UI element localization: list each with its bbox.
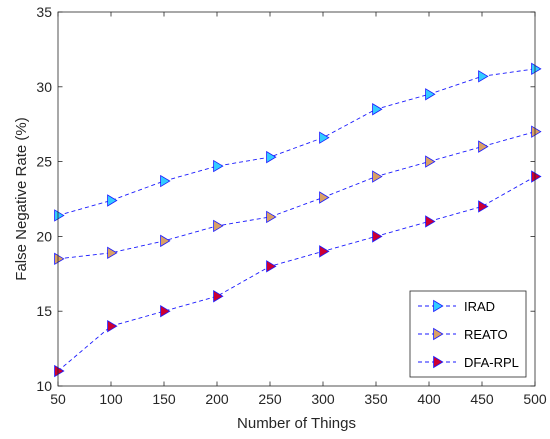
data-point-2-8 [478,200,489,213]
legend-box [409,290,527,378]
data-point-1-6 [372,170,383,183]
data-point-1-7 [425,155,436,168]
data-point-0-8 [478,70,489,83]
data-point-2-6 [372,230,383,243]
x-tick-label-6: 350 [364,391,388,407]
data-point-0-3 [213,159,224,173]
data-point-1-8 [478,140,489,153]
data-point-2-3 [213,290,224,303]
data-point-2-9 [531,170,542,183]
y-tick-label-2: 20 [36,228,52,244]
data-point-1-1 [107,246,118,260]
data-point-2-0 [54,364,65,378]
data-point-2-7 [425,215,436,228]
data-point-2-5 [319,245,330,258]
data-point-0-0 [54,209,65,222]
data-point-2-1 [107,319,118,333]
x-tick-label-5: 300 [311,391,335,407]
series-line-0 [57,68,536,216]
x-tick-label-2: 150 [152,391,176,407]
x-tick-label-8: 450 [470,391,494,407]
series-line-1 [57,131,536,260]
y-axis-title: False Negative Rate (%) [13,117,30,280]
data-point-1-3 [213,219,224,233]
y-tick-label-4: 30 [36,79,52,95]
x-tick-label-1: 100 [99,391,123,407]
data-point-2-4 [266,260,277,273]
axes-box [57,11,536,387]
legend: IRAD REATO DFA-RPL [409,290,527,378]
data-point-1-0 [54,252,65,266]
legend-marker-1 [433,327,444,341]
data-point-1-9 [531,125,542,138]
x-tick-label-7: 400 [417,391,441,407]
y-tick-label-0: 10 [36,378,52,394]
series-layer [54,62,542,378]
data-point-0-5 [319,131,330,144]
data-point-2-2 [160,304,171,318]
x-tick-label-3: 200 [205,391,229,407]
y-tick-label-3: 25 [36,154,52,170]
data-point-0-6 [372,103,383,116]
data-point-0-9 [531,62,542,76]
legend-marker-2 [433,355,444,369]
legend-label-1: REATO [464,327,508,342]
series-line-2 [57,176,536,372]
legend-marker-0 [433,299,444,313]
legend-label-0: IRAD [464,299,495,314]
y-tick-label-1: 15 [36,303,52,319]
data-point-1-2 [160,234,171,248]
data-point-0-1 [107,194,118,207]
data-point-1-4 [266,210,277,224]
data-point-0-2 [160,174,171,188]
data-point-1-5 [319,191,330,204]
data-point-0-7 [425,88,436,101]
y-tick-label-5: 35 [36,4,52,20]
axes-layer: 50 100 150 200 250 300 350 400 450 500 10 15 20 25 30 3… [36,4,546,407]
x-axis-title: Number of Things [237,415,356,432]
x-tick-label-9: 500 [523,391,547,407]
legend-label-2: DFA-RPL [464,355,519,370]
x-tick-label-4: 250 [258,391,282,407]
data-point-0-4 [266,150,277,164]
x-tick-label-0: 50 [50,391,66,407]
